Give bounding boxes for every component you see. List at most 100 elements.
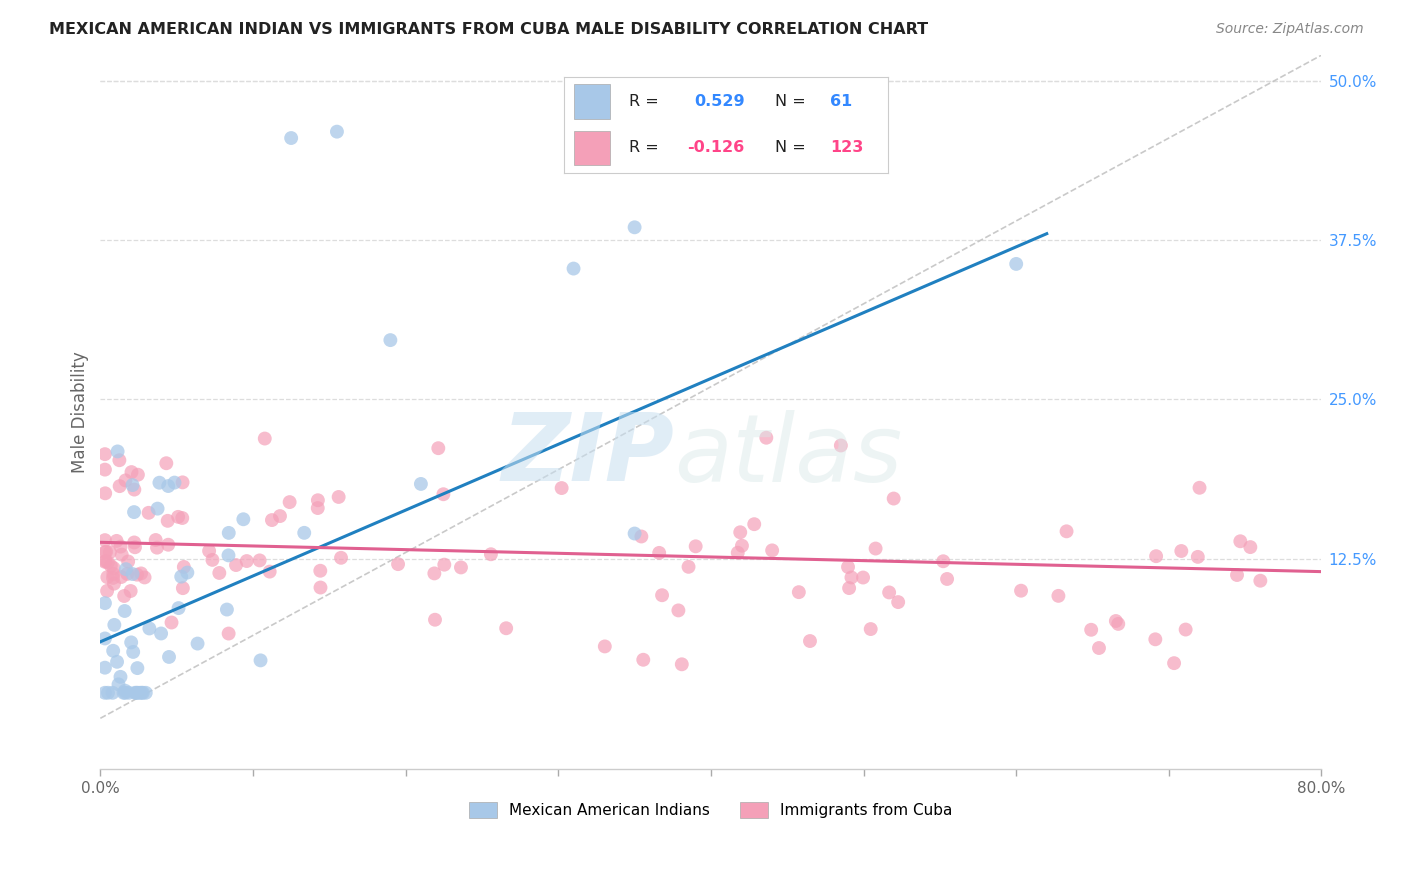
Point bbox=[172, 581, 194, 595]
Point bbox=[1188, 481, 1211, 495]
Point bbox=[1226, 568, 1249, 582]
Point bbox=[94, 533, 117, 548]
Point bbox=[409, 477, 432, 491]
Point bbox=[157, 538, 180, 552]
Point bbox=[105, 533, 128, 548]
Point bbox=[148, 475, 170, 490]
Point bbox=[1239, 540, 1261, 554]
Point bbox=[94, 596, 117, 610]
Point bbox=[94, 554, 117, 568]
Point bbox=[107, 677, 129, 691]
Point bbox=[156, 514, 179, 528]
Point bbox=[852, 570, 875, 584]
Legend: Mexican American Indians, Immigrants from Cuba: Mexican American Indians, Immigrants fro… bbox=[461, 795, 960, 826]
Point bbox=[932, 554, 955, 568]
Point bbox=[307, 493, 329, 508]
Point bbox=[96, 583, 118, 598]
Point bbox=[838, 581, 860, 595]
Point bbox=[1047, 589, 1070, 603]
Point bbox=[387, 557, 409, 571]
Point bbox=[678, 559, 700, 574]
Point bbox=[129, 566, 152, 581]
Point bbox=[124, 686, 146, 700]
Point bbox=[259, 565, 281, 579]
Point bbox=[94, 447, 117, 461]
Point bbox=[1229, 534, 1251, 549]
Point bbox=[651, 588, 673, 602]
Point bbox=[111, 548, 134, 562]
Point bbox=[117, 566, 139, 581]
Point bbox=[877, 585, 900, 599]
Point bbox=[112, 686, 135, 700]
Point bbox=[1088, 640, 1111, 655]
Point bbox=[330, 550, 353, 565]
Point bbox=[728, 525, 751, 540]
Point bbox=[731, 539, 754, 553]
Point bbox=[103, 618, 125, 632]
Point bbox=[787, 585, 810, 599]
Point bbox=[145, 533, 167, 547]
Point bbox=[103, 566, 125, 581]
Point bbox=[135, 686, 157, 700]
Point bbox=[278, 495, 301, 509]
Point bbox=[727, 546, 749, 560]
Point bbox=[883, 491, 905, 506]
Point bbox=[167, 509, 190, 524]
Point bbox=[127, 661, 149, 675]
Point bbox=[427, 441, 450, 455]
Point bbox=[307, 501, 329, 516]
Point bbox=[218, 525, 240, 540]
Point bbox=[450, 560, 472, 574]
Point bbox=[155, 456, 177, 470]
Point bbox=[328, 490, 350, 504]
Point bbox=[865, 541, 887, 556]
Point bbox=[173, 560, 195, 574]
Point bbox=[94, 686, 117, 700]
Point bbox=[124, 541, 146, 555]
Point bbox=[198, 544, 221, 558]
Point bbox=[1056, 524, 1078, 539]
Point bbox=[157, 649, 180, 664]
Point bbox=[841, 570, 863, 584]
Y-axis label: Male Disability: Male Disability bbox=[72, 351, 89, 473]
Point bbox=[623, 220, 645, 235]
Point bbox=[1187, 549, 1209, 564]
Point bbox=[1170, 544, 1192, 558]
Point bbox=[269, 509, 291, 524]
Point bbox=[187, 636, 209, 650]
Point bbox=[120, 584, 142, 599]
Point bbox=[249, 553, 271, 567]
Point bbox=[94, 486, 117, 500]
Point bbox=[1010, 583, 1032, 598]
Point bbox=[138, 506, 160, 520]
Point bbox=[666, 603, 689, 617]
Point bbox=[115, 562, 138, 576]
Point bbox=[94, 545, 117, 559]
Point bbox=[150, 626, 173, 640]
Point bbox=[129, 686, 152, 700]
Point bbox=[326, 125, 349, 139]
Point bbox=[94, 462, 117, 476]
Point bbox=[253, 432, 276, 446]
Point bbox=[105, 655, 128, 669]
Point bbox=[887, 595, 910, 609]
Point bbox=[114, 604, 136, 618]
Point bbox=[633, 653, 655, 667]
Point bbox=[936, 572, 959, 586]
Point bbox=[114, 686, 136, 700]
Point bbox=[131, 686, 153, 700]
Point bbox=[495, 621, 517, 635]
Point bbox=[172, 475, 194, 490]
Point bbox=[755, 431, 778, 445]
Point bbox=[94, 661, 117, 675]
Point bbox=[176, 566, 198, 580]
Point bbox=[114, 683, 136, 698]
Point bbox=[170, 569, 193, 583]
Point bbox=[98, 545, 121, 559]
Point bbox=[761, 543, 783, 558]
Point bbox=[125, 686, 148, 700]
Point bbox=[96, 570, 118, 584]
Point bbox=[432, 487, 454, 501]
Point bbox=[423, 566, 446, 581]
Point bbox=[292, 525, 315, 540]
